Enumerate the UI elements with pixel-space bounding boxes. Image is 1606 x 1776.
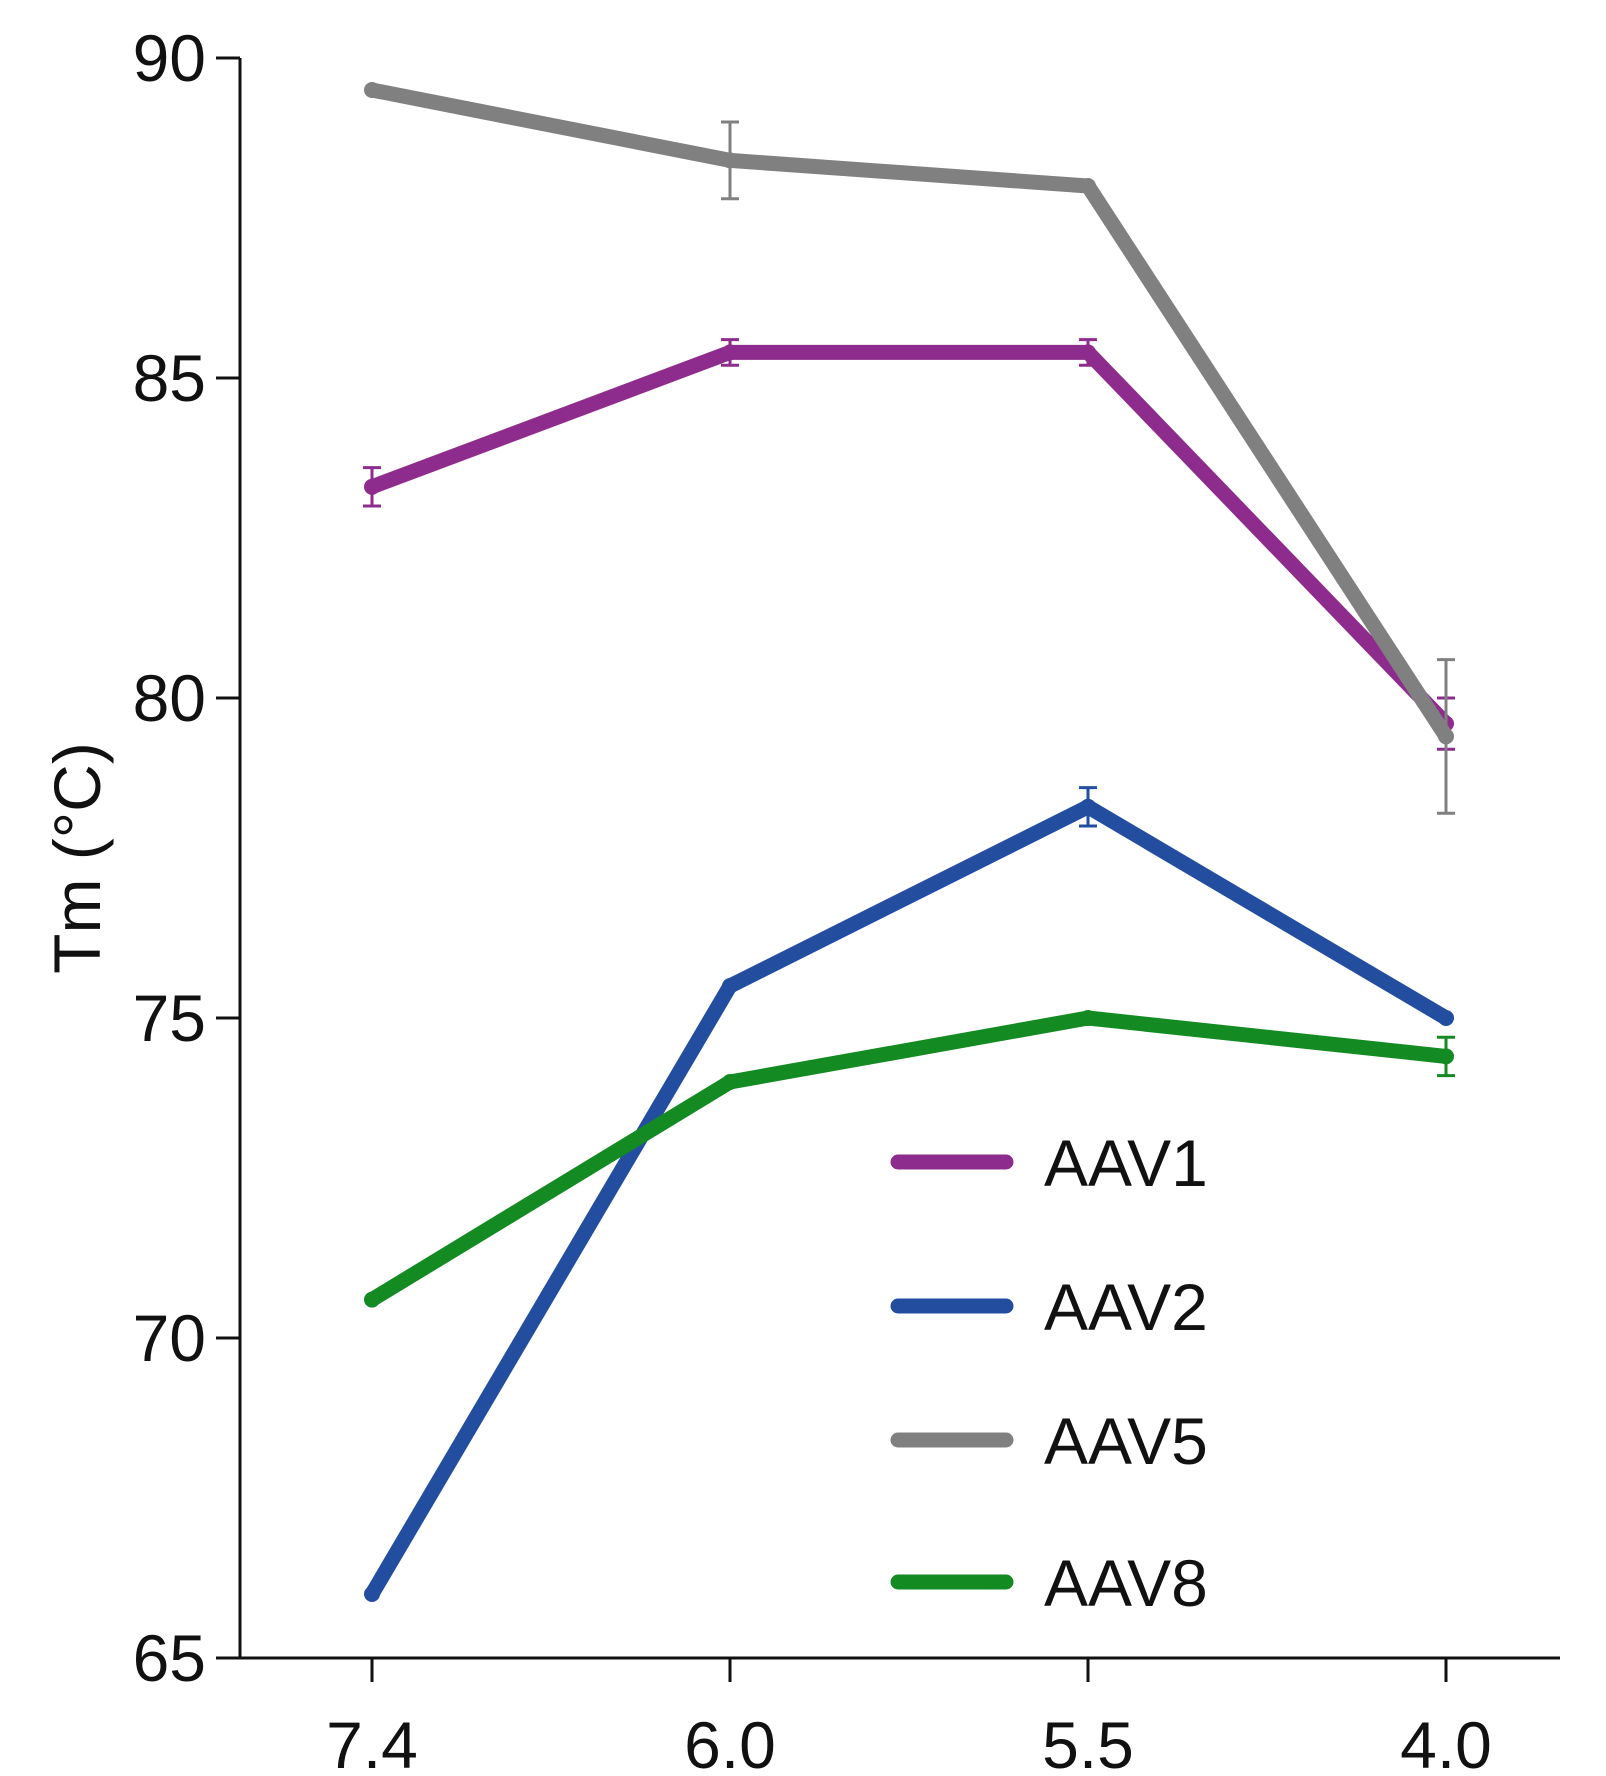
y-axis-title: Tm (°C) bbox=[40, 742, 114, 974]
error-bar bbox=[721, 338, 739, 367]
legend-label: AAV2 bbox=[1044, 1270, 1208, 1344]
error-bar bbox=[1079, 338, 1097, 367]
series-layer bbox=[363, 82, 1455, 1602]
series-aav8 bbox=[364, 1010, 1455, 1308]
series-aav1 bbox=[363, 338, 1455, 751]
legend-label: AAV5 bbox=[1044, 1404, 1208, 1478]
legend: AAV1 AAV2 AAV5 AAV8 bbox=[890, 1126, 1208, 1620]
x-tick-label: 5.5 bbox=[1042, 1708, 1134, 1776]
legend-item-aav8: AAV8 bbox=[890, 1546, 1208, 1620]
error-bar bbox=[721, 120, 739, 201]
legend-item-aav2: AAV2 bbox=[890, 1270, 1208, 1344]
data-point bbox=[1438, 1010, 1454, 1026]
series-line-aav1 bbox=[364, 344, 1454, 732]
y-ticks: 65 70 75 80 85 90 bbox=[133, 21, 240, 1695]
y-tick-label: 70 bbox=[133, 1301, 206, 1375]
data-point bbox=[364, 1291, 380, 1308]
series-aav5 bbox=[364, 82, 1455, 815]
legend-label: AAV8 bbox=[1044, 1546, 1208, 1620]
series-line-aav5 bbox=[364, 82, 1454, 744]
series-line-aav2 bbox=[364, 799, 1454, 1602]
y-tick-label: 90 bbox=[133, 21, 206, 95]
error-bar bbox=[363, 466, 381, 508]
x-ticks: 7.4 6.0 5.5 4.0 bbox=[326, 1658, 1492, 1776]
data-point bbox=[722, 978, 738, 994]
legend-label: AAV1 bbox=[1044, 1126, 1208, 1200]
x-tick-label: 7.4 bbox=[326, 1708, 418, 1776]
error-bar bbox=[1437, 1035, 1455, 1078]
data-point bbox=[364, 1586, 380, 1602]
y-tick-label: 85 bbox=[133, 341, 206, 415]
data-point bbox=[364, 82, 380, 98]
series-line-aav8 bbox=[364, 1010, 1454, 1308]
series-aav2 bbox=[364, 786, 1454, 1602]
y-tick-label: 65 bbox=[133, 1621, 206, 1695]
x-tick-label: 4.0 bbox=[1400, 1708, 1492, 1776]
axes bbox=[238, 58, 1560, 1660]
legend-item-aav1: AAV1 bbox=[890, 1126, 1208, 1200]
y-tick-label: 80 bbox=[133, 661, 206, 735]
data-point bbox=[1080, 1010, 1096, 1026]
legend-item-aav5: AAV5 bbox=[890, 1404, 1208, 1478]
data-point bbox=[1080, 178, 1096, 194]
x-tick-label: 6.0 bbox=[684, 1708, 776, 1776]
error-bar bbox=[1437, 658, 1455, 815]
error-bar bbox=[1079, 786, 1097, 828]
y-tick-label: 75 bbox=[133, 981, 206, 1055]
data-point bbox=[722, 1074, 738, 1090]
